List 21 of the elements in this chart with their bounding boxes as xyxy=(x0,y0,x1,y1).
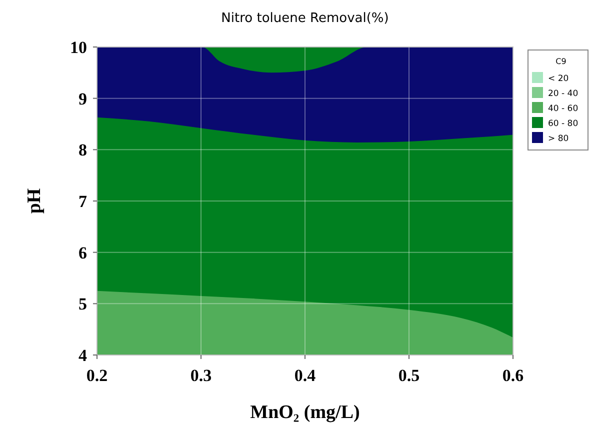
y-axis-title: pH xyxy=(24,188,45,214)
x-tick-label: 0.2 xyxy=(86,366,108,385)
x-tick-label: 0.4 xyxy=(294,366,316,385)
legend-label: > 80 xyxy=(548,134,569,144)
y-tick-label: 9 xyxy=(78,89,87,108)
x-tick-label: 0.3 xyxy=(190,366,212,385)
legend-label: 60 - 80 xyxy=(548,119,578,129)
y-tick-label: 6 xyxy=(78,243,87,262)
y-tick-label: 7 xyxy=(78,192,88,211)
y-tick-label: 10 xyxy=(70,38,87,57)
y-tick-label: 8 xyxy=(78,140,87,160)
x-tick-label: 0.5 xyxy=(398,366,420,385)
y-tick-label: 4 xyxy=(78,346,88,365)
chart-title: Nitro toluene Removal(%) xyxy=(221,11,389,26)
y-tick-label: 5 xyxy=(78,294,87,314)
legend-label: 20 - 40 xyxy=(548,89,578,99)
legend-label: < 20 xyxy=(548,74,569,84)
x-tick-label: 0.6 xyxy=(502,366,524,385)
legend-label: 40 - 60 xyxy=(548,104,578,114)
x-axis-title: MnO₂ (mg/L) xyxy=(250,402,360,423)
legend-title: C9 xyxy=(556,57,566,66)
